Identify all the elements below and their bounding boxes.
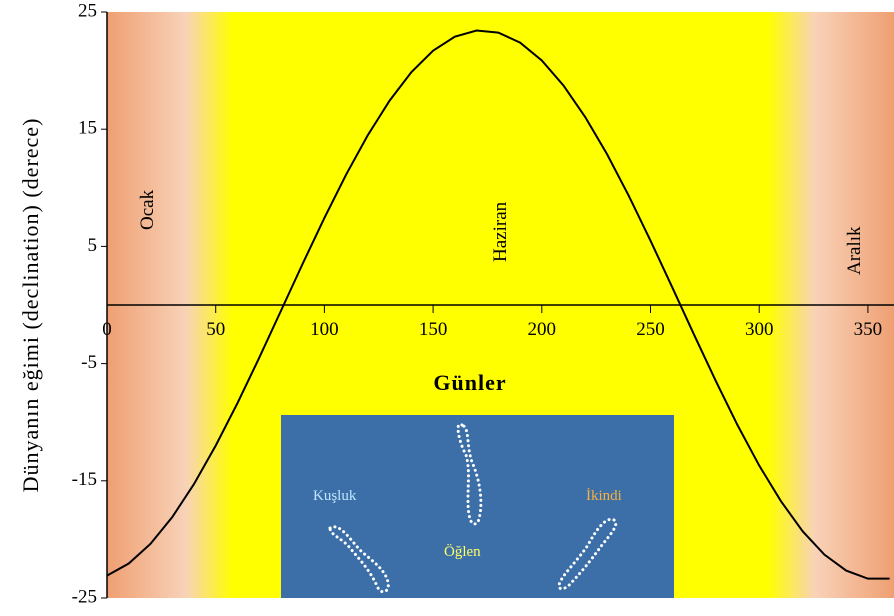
y-tick-label: -5	[81, 352, 97, 373]
inset-label: İkindi	[586, 488, 622, 504]
y-tick-label: 5	[88, 235, 98, 256]
y-tick-label: 15	[78, 118, 97, 139]
analemma	[557, 517, 618, 591]
y-tick-label: -15	[72, 469, 97, 490]
y-tick-label: 25	[78, 0, 97, 21]
x-tick-label: 250	[636, 319, 665, 340]
y-axis-label: Dünyanın eğimi (declination) (derece)	[18, 118, 43, 493]
x-tick-label: 350	[854, 319, 883, 340]
inset-background	[281, 415, 674, 598]
inset: Kuşluk Öğlen İkindi	[281, 415, 674, 598]
month-label: Aralık	[844, 226, 865, 275]
month-label: Haziran	[490, 201, 511, 262]
inset-label: Kuşluk	[313, 488, 357, 504]
series-line	[106, 29, 890, 580]
analemma	[328, 525, 390, 594]
x-tick-label: 200	[528, 319, 557, 340]
x-tick-label: 0	[102, 319, 112, 340]
x-axis-label: Günler	[433, 370, 506, 395]
inset-label: Öğlen	[444, 543, 481, 560]
x-tick-label: 150	[419, 319, 448, 340]
y-tick-label: -25	[72, 586, 97, 607]
x-tick-label: 50	[206, 319, 225, 340]
x-tick-label: 300	[745, 319, 774, 340]
x-tick-label: 100	[310, 319, 339, 340]
analemma-group	[328, 422, 618, 594]
month-label: Ocak	[137, 189, 158, 230]
analemma	[456, 422, 483, 526]
